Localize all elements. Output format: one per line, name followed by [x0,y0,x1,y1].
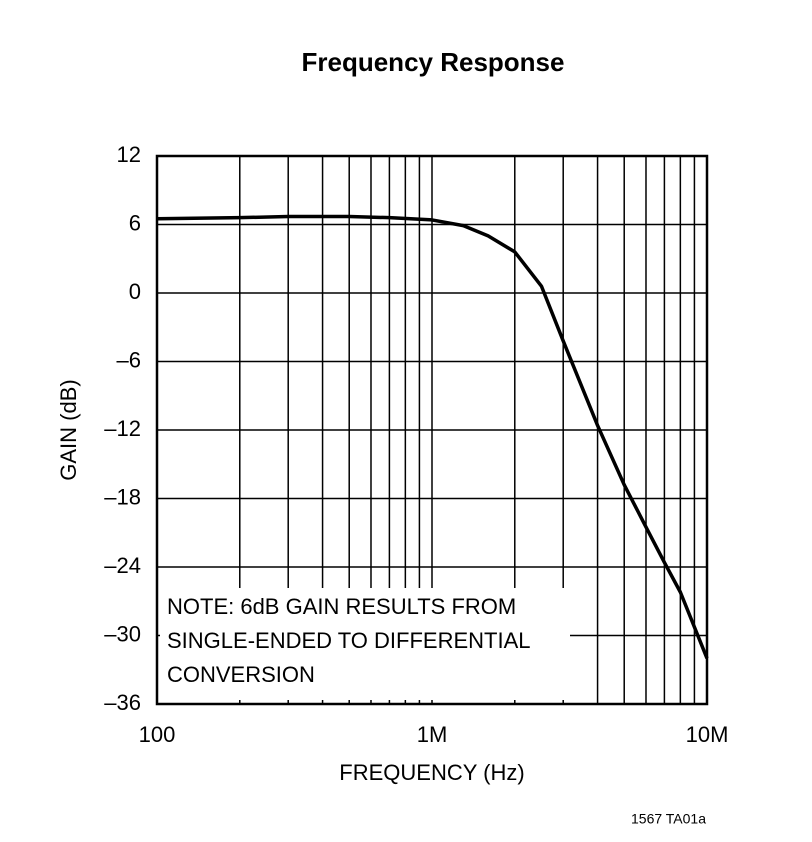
note-line: SINGLE-ENDED TO DIFFERENTIAL [167,628,530,653]
y-tick-label: 12 [117,142,141,167]
note-background [160,588,570,700]
chart-title: Frequency Response [302,47,565,77]
x-tick-label: 100 [139,722,176,747]
y-tick-label: –24 [104,553,141,578]
y-tick-label: 6 [129,210,141,235]
y-tick-label: –30 [104,621,141,646]
data-line [156,214,709,659]
y-tick-label: –12 [104,416,141,441]
note-line: NOTE: 6dB GAIN RESULTS FROM [167,594,516,619]
note-line: CONVERSION [167,662,315,687]
y-tick-label: –36 [104,690,141,715]
x-tick-label: 10M [686,722,729,747]
y-tick-label: –6 [117,347,141,372]
x-axis-label: FREQUENCY (Hz) [339,760,524,785]
y-tick-label: –18 [104,484,141,509]
y-tick-label: 0 [129,279,141,304]
footer: 1567 TA01a [631,811,706,827]
plot-frame [155,154,709,706]
y-axis-label: GAIN (dB) [56,379,81,480]
x-tick-label: 1M [417,722,448,747]
